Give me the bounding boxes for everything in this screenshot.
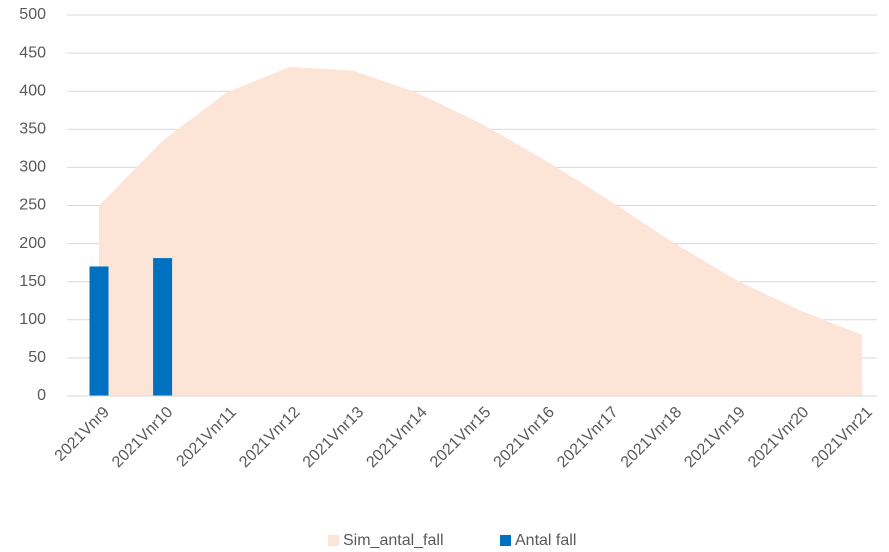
y-tick-label: 0 [37, 387, 46, 404]
bar [89, 266, 109, 396]
x-tick-label: 2021Vnr13 [300, 404, 367, 471]
y-tick-label: 500 [19, 6, 46, 23]
legend-swatch [500, 535, 511, 546]
legend-label: Sim_antal_fall [343, 532, 444, 549]
y-tick-label: 350 [19, 121, 46, 138]
x-tick-label: 2021Vnr20 [745, 404, 812, 471]
y-tick-label: 100 [19, 311, 46, 328]
y-tick-label: 150 [19, 273, 46, 290]
legend-swatch [328, 535, 339, 546]
y-tick-label: 200 [19, 235, 46, 252]
area [99, 66, 863, 396]
x-tick-label: 2021Vnr16 [491, 404, 558, 471]
x-tick-label: 2021Vnr17 [554, 404, 621, 471]
x-tick-label: 2021Vnr11 [173, 404, 240, 471]
x-tick-label: 2021Vnr12 [236, 404, 303, 471]
x-tick-label: 2021Vnr14 [363, 404, 430, 471]
y-tick-label: 50 [28, 349, 46, 366]
x-tick-label: 2021Vnr21 [809, 404, 876, 471]
y-tick-label: 400 [19, 82, 46, 99]
y-tick-label: 450 [19, 44, 46, 61]
bar [153, 258, 173, 396]
legend-label: Antal fall [515, 532, 576, 549]
y-tick-label: 250 [19, 197, 46, 214]
x-tick-label: 2021Vnr15 [427, 404, 494, 471]
x-tick-label: 2021Vnr19 [681, 404, 748, 471]
x-tick-label: 2021Vnr10 [109, 404, 176, 471]
y-tick-label: 300 [19, 159, 46, 176]
x-tick-label: 2021Vnr9 [52, 404, 113, 465]
x-tick-label: 2021Vnr18 [618, 404, 685, 471]
